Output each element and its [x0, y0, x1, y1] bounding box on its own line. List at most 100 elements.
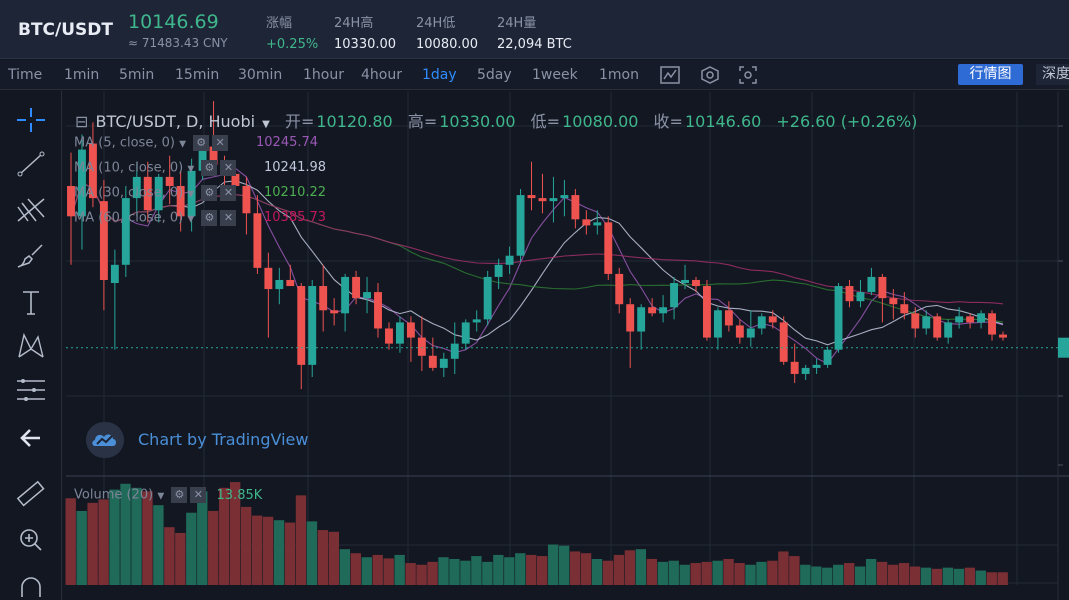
timeframe-1min[interactable]: 1min	[64, 67, 100, 83]
trend-line-icon[interactable]	[14, 149, 48, 179]
volume-bar	[328, 531, 340, 585]
indicator-icon[interactable]	[660, 66, 680, 84]
timeframe-5min[interactable]: 5min	[119, 67, 155, 83]
candle-body	[308, 286, 317, 365]
volume-bar	[427, 561, 438, 585]
timeframe-1week[interactable]: 1week	[532, 67, 578, 83]
settings-hex-icon[interactable]	[700, 66, 720, 84]
brush-icon[interactable]	[14, 241, 48, 271]
volume-bar	[317, 530, 329, 585]
stat-value: +0.25%	[266, 37, 319, 52]
close-icon[interactable]: ✕	[220, 160, 237, 176]
tradingview-logo	[86, 422, 124, 458]
ma5-legend[interactable]: MA (5, close, 0) ▼ ⚙ ✕ 10245.74	[74, 135, 318, 153]
close-icon[interactable]: ✕	[190, 487, 207, 503]
timeframe-15min[interactable]: 15min	[175, 67, 220, 83]
volume-bar	[942, 567, 954, 585]
timeframe-time[interactable]: Time	[8, 67, 43, 83]
pattern-icon[interactable]	[14, 331, 48, 361]
volume-bar	[339, 549, 350, 585]
chevron-down-icon[interactable]: ▼	[187, 164, 195, 175]
candle-body	[549, 198, 558, 202]
volume-bar	[635, 549, 647, 585]
volume-bar	[646, 558, 658, 585]
volume-bar	[361, 557, 372, 585]
close-icon[interactable]: ✕	[220, 185, 237, 201]
volume-bar	[197, 491, 208, 585]
stat-value: 10330.00	[334, 37, 397, 52]
gear-icon[interactable]: ⚙	[201, 210, 218, 226]
candle-body	[67, 185, 75, 217]
volume-bar	[153, 505, 164, 585]
ticker-bar: BTC/USDT 10146.69 ≈ 71483.43 CNY 涨幅 +0.2…	[0, 0, 1069, 59]
stat-label: 24H高	[334, 16, 374, 31]
candle-body	[703, 286, 711, 338]
gear-icon[interactable]: ⚙	[193, 135, 210, 151]
magnet-icon[interactable]	[14, 571, 48, 600]
candle-body	[757, 316, 766, 329]
pitchfork-icon[interactable]	[14, 195, 48, 225]
candle-body	[999, 334, 1007, 338]
timeframe-1mon[interactable]: 1mon	[599, 67, 639, 83]
volume-bar	[986, 572, 997, 585]
candle-body	[779, 322, 788, 362]
candle-body	[637, 307, 646, 332]
chevron-down-icon[interactable]: ▼	[262, 119, 270, 130]
close-icon[interactable]: ✕	[212, 135, 229, 151]
chevron-down-icon[interactable]: ▼	[187, 214, 195, 225]
candle-body	[406, 322, 415, 338]
close-icon[interactable]: ✕	[220, 210, 237, 226]
volume-bar	[734, 563, 745, 585]
measure-grid-icon[interactable]	[14, 375, 48, 405]
ma-value: 10385.73	[264, 210, 327, 225]
candle-body	[615, 273, 624, 305]
brand-text: Chart by TradingView	[138, 430, 309, 449]
text-tool-icon[interactable]	[14, 287, 48, 317]
volume-bar	[558, 545, 570, 585]
candle-body	[330, 310, 339, 314]
timeframe-1day[interactable]: 1day	[422, 67, 457, 83]
ohlc-legend: ⊟ BTC/USDT, D, Huobi ▼ 开= 10120.80 高= 1033…	[75, 108, 919, 132]
legend-symbol[interactable]: BTC/USDT, D, Huobi	[95, 112, 256, 131]
volume-bar	[262, 516, 274, 585]
timeframe-5day[interactable]: 5day	[477, 67, 512, 83]
chevron-down-icon[interactable]: ▼	[187, 189, 195, 200]
ma-value: 10245.74	[256, 135, 319, 150]
gear-icon[interactable]: ⚙	[201, 160, 218, 176]
candle-body	[121, 198, 130, 265]
volume-value: 13.85K	[216, 487, 263, 503]
timeframe-30min[interactable]: 30min	[238, 67, 283, 83]
ma10-legend[interactable]: MA (10, close, 0) ▼ ⚙ ✕ 10241.98	[74, 160, 326, 178]
gear-icon[interactable]: ⚙	[201, 185, 218, 201]
ma-value: 10210.22	[264, 185, 327, 200]
timeframe-4hour[interactable]: 4hour	[361, 67, 402, 83]
chevron-down-icon[interactable]: ▼	[179, 139, 187, 150]
collapse-icon[interactable]: ⊟	[75, 112, 89, 131]
low-label: 低=	[530, 112, 561, 131]
chevron-down-icon[interactable]: ▼	[157, 491, 165, 502]
candle-body	[735, 325, 744, 338]
candle-body	[911, 313, 920, 329]
ruler-icon[interactable]	[14, 479, 48, 509]
back-arrow-icon[interactable]	[14, 423, 48, 453]
high-label: 高=	[407, 112, 438, 131]
screenshot-icon[interactable]	[738, 66, 758, 84]
candle-body	[922, 316, 931, 329]
depth-button[interactable]: 深度	[1036, 64, 1069, 85]
ma60-legend[interactable]: MA (60, close, 0) ▼ ⚙ ✕ 10385.73	[74, 210, 326, 228]
crosshair-icon[interactable]	[14, 105, 48, 135]
candle-body	[209, 146, 218, 165]
gear-icon[interactable]: ⚙	[171, 487, 188, 503]
volume-legend[interactable]: Volume (20) ▼ ⚙ ✕ 13.85K	[74, 487, 262, 503]
market-chart-button[interactable]: 行情图	[958, 64, 1023, 85]
ma30-legend[interactable]: MA (30, close, 0) ▼ ⚙ ✕ 10210.22	[74, 185, 326, 203]
pair-name[interactable]: BTC/USDT	[18, 20, 113, 40]
volume-bar	[131, 487, 142, 585]
volume-bar	[405, 563, 416, 585]
candle-body	[713, 310, 722, 338]
candle-body	[659, 307, 668, 314]
timeframe-1hour[interactable]: 1hour	[303, 67, 344, 83]
zoom-in-icon[interactable]	[14, 525, 48, 555]
